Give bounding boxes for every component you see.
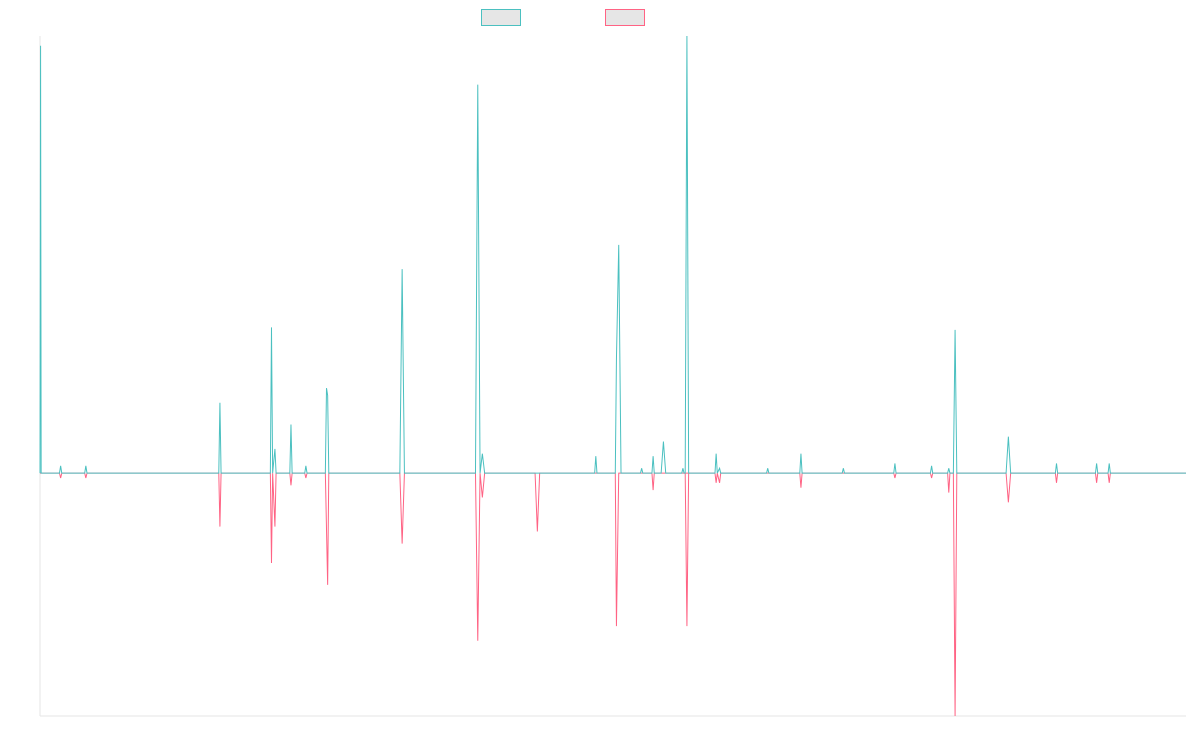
- series-line-1[interactable]: [39, 35, 1186, 474]
- series-line-2[interactable]: [40, 472, 1186, 717]
- series-group: [39, 35, 1186, 717]
- legend-swatch-series-2[interactable]: [605, 9, 645, 26]
- legend: [481, 9, 645, 26]
- legend-swatch-series-1[interactable]: [481, 9, 521, 26]
- chart-axes: [39, 36, 1186, 717]
